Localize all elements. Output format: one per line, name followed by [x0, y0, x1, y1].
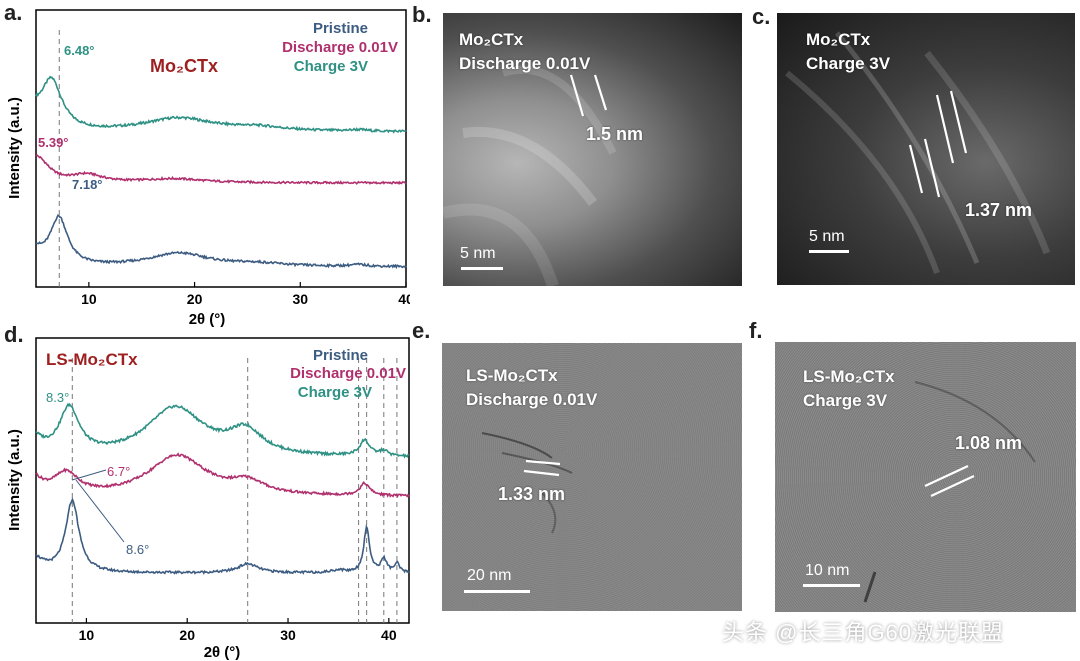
series-line-pristine	[35, 214, 407, 270]
tem-label-state: Discharge 0.01V	[466, 390, 598, 409]
tem-label-state: Charge 3V	[803, 391, 888, 410]
fringe-marker	[908, 144, 924, 194]
series-line-charge-3v	[35, 75, 407, 134]
fringe-marker	[523, 469, 560, 477]
series-group	[35, 75, 407, 270]
annotation-pristine-peak: 8.6°	[126, 542, 149, 557]
lattice-fringes	[863, 381, 1036, 603]
legend-pristine: Pristine	[313, 347, 368, 364]
panel-letter-b: b.	[412, 2, 432, 27]
x-tick-label: 20	[179, 627, 195, 643]
plot-frame	[35, 337, 410, 624]
x-tick-label: 30	[292, 291, 308, 307]
scale-bar-label: 5 nm	[809, 228, 845, 245]
panel-letter-c: c.	[752, 4, 771, 29]
x-axis: 10 20 30 40	[79, 618, 397, 643]
series-line-charge-3v	[35, 402, 410, 459]
tem-label-material: LS-Mo₂CTx	[803, 367, 895, 386]
legend-pristine: Pristine	[313, 20, 368, 37]
y-axis-label: Intensity (a.u.)	[6, 429, 23, 531]
title-text: Mo₂CTx	[150, 56, 218, 76]
fringe-marker	[593, 74, 608, 111]
panel-letter-e: e.	[412, 318, 431, 343]
lattice-fringes	[481, 432, 573, 534]
legend-charge: Charge 3V	[298, 384, 372, 401]
scale-bar	[809, 250, 849, 253]
scale-bar	[803, 584, 860, 587]
tem-image-f: LS-Mo₂CTx Charge 3V 1.08 nm 10 nm	[775, 342, 1076, 612]
watermark-text: 头条 @长三角G60激光联盟	[722, 620, 1005, 645]
lattice-spacing: 1.5 nm	[586, 124, 644, 144]
x-tick-label: 30	[280, 627, 296, 643]
xrd-chart-ls-mo2ctx: 10 20 30 40 LS-Mo₂CTx Pristine Discharge 0.…	[6, 337, 410, 661]
x-tick-label: 40	[398, 291, 410, 307]
title-text: LS-Mo₂CTx	[46, 350, 138, 369]
fringe-marker	[924, 465, 969, 487]
tem-label-state: Discharge 0.01V	[459, 54, 591, 73]
x-tick-label: 10	[81, 291, 97, 307]
annotation-pointer-discharge	[71, 469, 107, 481]
x-tick-label: 10	[79, 627, 95, 643]
scale-bar-label: 5 nm	[460, 245, 496, 262]
scale-bar	[461, 267, 503, 270]
xrd-chart-mo2ctx: 10 20 30 40 Mo₂CTx Pristine Discharge 0.01V…	[6, 9, 410, 328]
x-axis-label: 2θ (°)	[189, 311, 226, 328]
y-axis-label: Intensity (a.u.)	[6, 97, 23, 199]
series-line-pristine	[35, 497, 410, 575]
lattice-spacing: 1.33 nm	[498, 484, 566, 504]
legend-discharge: Discharge 0.01V	[290, 365, 406, 382]
fringe-marker	[935, 94, 955, 164]
scale-bar-label: 10 nm	[805, 562, 850, 579]
series-group	[35, 402, 410, 575]
annotation-pointer-pristine	[75, 479, 125, 543]
x-axis-label: 2θ (°)	[204, 644, 241, 661]
annotation-pristine-peak: 7.18°	[72, 177, 103, 192]
legend-charge: Charge 3V	[294, 58, 368, 75]
tem-label-state: Charge 3V	[806, 54, 891, 73]
fringe-marker	[930, 475, 975, 497]
plot-frame	[35, 9, 407, 288]
legend-discharge: Discharge 0.01V	[282, 39, 398, 56]
tem-image-b: Mo₂CTx Discharge 0.01V 1.5 nm 5 nm	[443, 13, 742, 286]
panel-letter-f: f.	[749, 318, 763, 343]
annotation-discharge-peak: 5.39°	[38, 135, 69, 150]
panel-letter-a: a.	[4, 0, 23, 25]
panel-letter-d: d.	[4, 322, 24, 347]
lattice-fringes	[785, 31, 1051, 275]
tem-label-material: LS-Mo₂CTx	[466, 366, 558, 385]
lattice-spacing: 1.08 nm	[955, 433, 1023, 453]
scale-bar-label: 20 nm	[467, 567, 512, 584]
fringe-marker	[525, 459, 561, 466]
tem-label-material: Mo₂CTx	[806, 30, 871, 49]
tem-label-material: Mo₂CTx	[459, 30, 524, 49]
x-tick-label: 40	[381, 627, 397, 643]
series-line-discharge-0-01v	[35, 153, 407, 186]
fringe-marker	[949, 90, 968, 154]
chart-title: Mo₂CTx	[150, 56, 218, 76]
tem-image-e: LS-Mo₂CTx Discharge 0.01V 1.33 nm 20 nm	[442, 343, 742, 611]
annotation-charge-peak: 6.48°	[64, 43, 95, 58]
tem-image-c: Mo₂CTx Charge 3V 1.37 nm 5 nm	[777, 13, 1075, 285]
annotation-discharge-peak: 6.7°	[107, 464, 130, 479]
x-axis: 10 20 30 40	[81, 282, 410, 307]
scale-bar	[464, 590, 530, 593]
series-line-discharge-0-01v	[35, 452, 410, 498]
reference-lines	[71, 358, 398, 623]
x-tick-label: 20	[187, 291, 203, 307]
lattice-fringes	[443, 65, 617, 286]
fringe-marker	[923, 138, 941, 198]
lattice-spacing: 1.37 nm	[965, 200, 1033, 220]
chart-title: LS-Mo₂CTx	[46, 350, 138, 369]
annotation-charge-peak: 8.3°	[46, 390, 69, 405]
fringe-marker	[569, 74, 585, 117]
